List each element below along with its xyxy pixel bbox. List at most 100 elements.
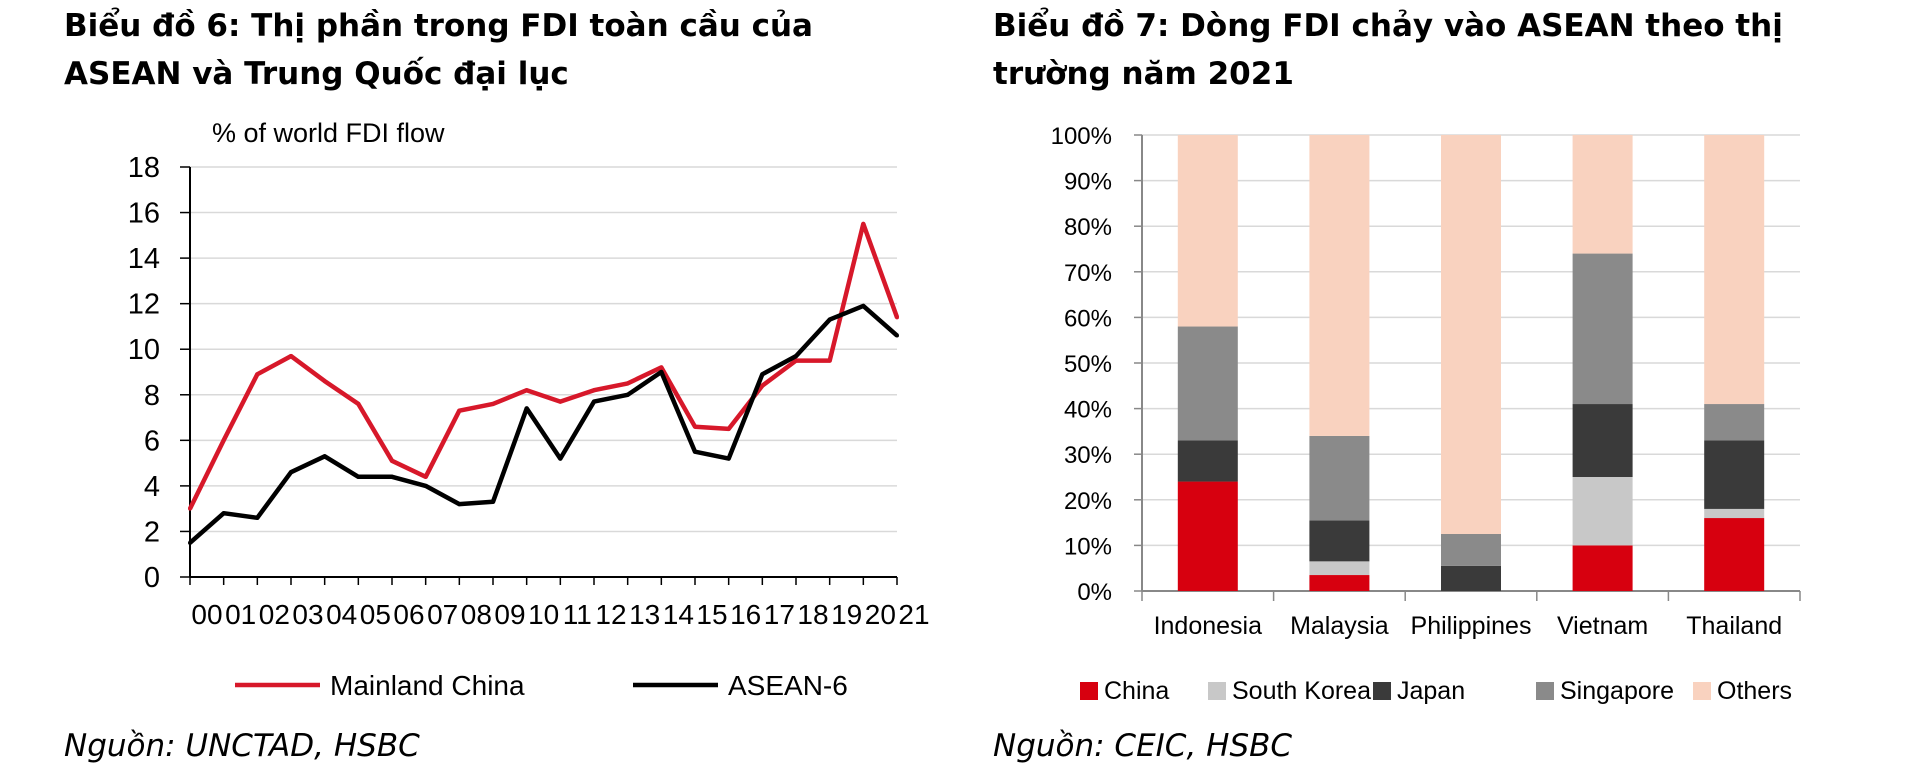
legend-label: Japan	[1397, 677, 1465, 705]
bar-segment-others	[1704, 135, 1765, 405]
data-point	[659, 365, 664, 370]
bar-segment-singapore	[1572, 253, 1633, 405]
bar-segment-japan	[1704, 440, 1765, 509]
x-tick-label: 11	[563, 599, 592, 630]
x-tick-label: 06	[393, 599, 424, 630]
x-tick-label: 14	[663, 599, 694, 630]
data-point	[221, 438, 226, 443]
x-tick-label: 09	[494, 599, 525, 630]
bar-segment-japan	[1441, 565, 1501, 591]
bar-segment-south-korea	[1309, 561, 1370, 576]
legend-label: Singapore	[1560, 677, 1674, 705]
y-tick-label: 40%	[1064, 397, 1112, 424]
x-tick-label: 02	[259, 599, 290, 630]
data-point	[524, 406, 529, 411]
legend-swatch	[1536, 682, 1554, 700]
left-chart-source: Nguồn: UNCTAD, HSBC	[64, 728, 420, 764]
data-point	[289, 470, 293, 475]
bar-segment-others	[1441, 135, 1501, 534]
y-tick-label: 12	[128, 289, 160, 321]
y-tick-label: 50%	[1064, 351, 1112, 378]
data-point	[861, 303, 866, 308]
legend-swatch	[1080, 682, 1098, 700]
y-tick-label: 90%	[1064, 169, 1112, 196]
bar-segment-singapore	[1309, 435, 1370, 521]
data-point	[457, 408, 462, 413]
y-tick-label: 10%	[1064, 533, 1112, 560]
legend-label: ASEAN-6	[728, 670, 848, 701]
y-tick-label: 18	[128, 152, 160, 184]
data-point	[861, 221, 866, 226]
data-point	[625, 381, 630, 386]
bar-segment-china	[1704, 518, 1765, 591]
data-point	[390, 458, 394, 463]
x-tick-label: 12	[595, 599, 626, 630]
data-point	[659, 370, 664, 374]
y-tick-label: 100%	[1051, 123, 1112, 150]
data-point	[322, 379, 327, 384]
bar-segment-china	[1309, 575, 1370, 591]
legend-swatch	[1208, 682, 1226, 700]
data-point	[760, 383, 765, 388]
x-tick-label: 21	[898, 599, 929, 630]
x-tick-label: 13	[629, 599, 660, 630]
bar-segment-south-korea	[1572, 477, 1633, 546]
x-category-label: Malaysia	[1290, 612, 1389, 640]
right-chart-title-line2: trường năm 2021	[993, 56, 1294, 92]
bar-segment-south-korea	[1704, 508, 1765, 519]
data-point	[693, 449, 697, 454]
series-line-asean-6	[188, 303, 899, 545]
right-chart-source: Nguồn: CEIC, HSBC	[993, 728, 1293, 764]
series-line-mainland-china	[187, 221, 900, 510]
y-tick-label: 8	[144, 380, 160, 412]
y-tick-label: 16	[128, 198, 160, 230]
y-tick-label: 0%	[1077, 579, 1112, 606]
y-tick-label: 60%	[1064, 305, 1112, 332]
legend-label: China	[1104, 677, 1169, 705]
bar-segment-china	[1572, 545, 1633, 591]
data-point	[895, 333, 899, 338]
data-point	[592, 388, 596, 393]
data-point	[322, 454, 327, 459]
x-tick-label: 19	[831, 599, 862, 630]
legend-swatch	[1373, 682, 1391, 700]
bar-segment-singapore	[1441, 534, 1501, 566]
data-point	[726, 456, 731, 461]
bar-segment-japan	[1309, 520, 1370, 562]
data-point	[827, 358, 832, 363]
bar-segment-japan	[1177, 440, 1238, 482]
data-point	[524, 388, 529, 393]
left-chart-title: Biểu đồ 6: Thị phần trong FDI toàn cầu c…	[64, 2, 813, 98]
data-point	[726, 426, 731, 431]
bar-segment-japan	[1572, 404, 1633, 477]
data-point	[592, 399, 596, 404]
x-category-label: Indonesia	[1154, 612, 1263, 640]
right-chart-title: Biểu đồ 7: Dòng FDI chảy vào ASEAN theo …	[993, 2, 1783, 98]
y-tick-label: 80%	[1064, 214, 1112, 241]
data-point	[794, 354, 798, 359]
x-category-label: Vietnam	[1557, 612, 1648, 640]
legend-label: South Korea	[1232, 677, 1371, 705]
data-point	[827, 317, 832, 322]
legend-swatch	[1693, 682, 1711, 700]
x-tick-label: 04	[326, 599, 357, 630]
x-tick-label: 10	[528, 599, 559, 630]
data-point	[625, 392, 630, 397]
bar-segment-others	[1572, 135, 1633, 254]
right-chart-title-line1: Biểu đồ 7: Dòng FDI chảy vào ASEAN theo …	[993, 8, 1783, 44]
x-tick-label: 01	[225, 599, 256, 630]
data-point	[289, 354, 293, 359]
bar-segment-others	[1309, 135, 1370, 436]
x-tick-label: 20	[865, 599, 896, 630]
data-point	[188, 540, 192, 545]
x-tick-label: 03	[292, 599, 323, 630]
data-point	[356, 401, 361, 406]
data-point	[356, 474, 361, 479]
y-tick-label: 70%	[1064, 260, 1112, 287]
data-point	[558, 399, 563, 404]
data-point	[794, 358, 798, 363]
x-tick-label: 07	[427, 599, 458, 630]
x-tick-label: 15	[696, 599, 727, 630]
